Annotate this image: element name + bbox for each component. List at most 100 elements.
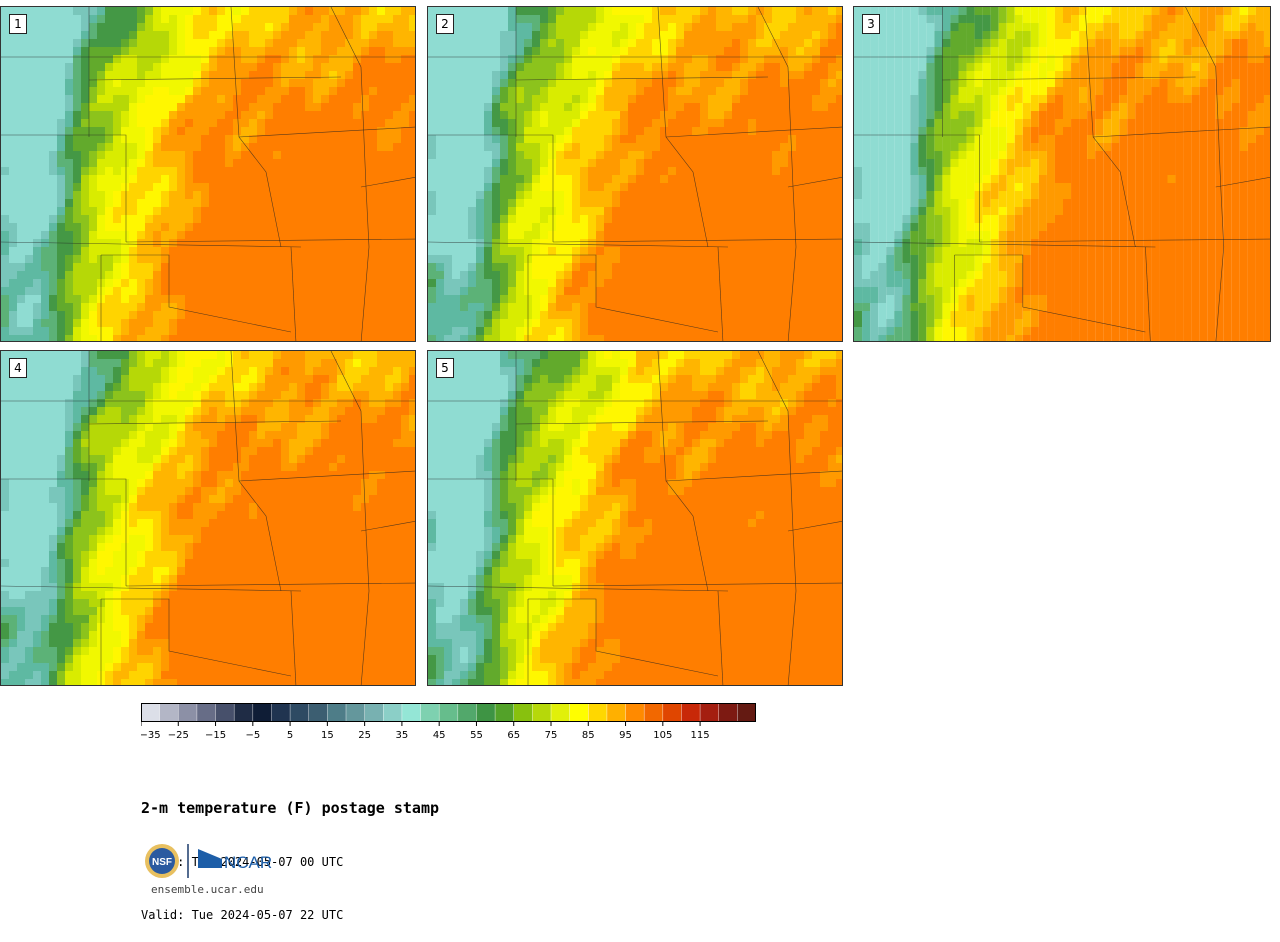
temperature-cell (580, 231, 588, 239)
temperature-cell (1208, 31, 1216, 39)
temperature-cell (468, 111, 476, 119)
temperature-cell (1151, 23, 1159, 31)
temperature-cell (313, 103, 321, 111)
temperature-cell (225, 111, 233, 119)
temperature-cell (660, 23, 668, 31)
temperature-cell (17, 279, 25, 287)
temperature-cell (393, 103, 401, 111)
temperature-cell (1, 15, 9, 23)
temperature-cell (508, 15, 516, 23)
temperature-cell (836, 247, 843, 255)
temperature-cell (297, 231, 305, 239)
temperature-cell (393, 287, 401, 295)
temperature-cell (161, 207, 169, 215)
temperature-cell (836, 159, 843, 167)
temperature-cell (265, 151, 273, 159)
temperature-cell (628, 327, 636, 335)
temperature-cell (636, 263, 644, 271)
temperature-cell (105, 55, 113, 63)
temperature-cell (1007, 39, 1015, 47)
temperature-cell (644, 279, 652, 287)
temperature-cell (991, 71, 999, 79)
temperature-cell (604, 7, 612, 15)
temperature-cell (444, 95, 452, 103)
temperature-cell (460, 39, 468, 47)
temperature-cell (444, 151, 452, 159)
temperature-cell (796, 103, 804, 111)
temperature-cell (121, 223, 129, 231)
temperature-cell (764, 199, 772, 207)
temperature-cell (9, 135, 17, 143)
temperature-cell (1111, 15, 1119, 23)
temperature-cell (257, 287, 265, 295)
temperature-cell (508, 55, 516, 63)
temperature-cell (1031, 79, 1039, 87)
temperature-cell (161, 111, 169, 119)
temperature-cell (620, 15, 628, 23)
temperature-cell (756, 47, 764, 55)
temperature-cell (596, 135, 604, 143)
temperature-cell (1248, 79, 1256, 87)
temperature-cell (428, 271, 436, 279)
temperature-cell (145, 95, 153, 103)
temperature-cell (201, 295, 209, 303)
temperature-cell (636, 23, 644, 31)
temperature-cell (193, 263, 201, 271)
temperature-cell (862, 79, 870, 87)
temperature-cell (468, 55, 476, 63)
temperature-cell (1119, 23, 1127, 31)
temperature-cell (377, 103, 385, 111)
temperature-cell (1031, 63, 1039, 71)
temperature-cell (772, 279, 780, 287)
temperature-cell (1240, 31, 1248, 39)
temperature-cell (740, 119, 748, 127)
temperature-cell (588, 319, 596, 327)
temperature-cell (684, 327, 692, 335)
temperature-cell (828, 103, 836, 111)
temperature-cell (804, 335, 812, 342)
temperature-cell (740, 279, 748, 287)
temperature-cell (281, 295, 289, 303)
temperature-cell (796, 95, 804, 103)
temperature-cell (225, 183, 233, 191)
temperature-cell (492, 63, 500, 71)
temperature-cell (177, 311, 185, 319)
temperature-cell (436, 159, 444, 167)
temperature-cell (708, 95, 716, 103)
temperature-cell (281, 7, 289, 15)
temperature-cell (257, 207, 265, 215)
temperature-cell (89, 223, 97, 231)
temperature-cell (353, 279, 361, 287)
temperature-cell (129, 231, 137, 239)
temperature-cell (516, 47, 524, 55)
temperature-cell (89, 263, 97, 271)
temperature-cell (918, 47, 926, 55)
temperature-cell (492, 303, 500, 311)
temperature-cell (564, 79, 572, 87)
temperature-cell (105, 167, 113, 175)
temperature-cell (1095, 39, 1103, 47)
temperature-cell (612, 183, 620, 191)
temperature-cell (9, 295, 17, 303)
temperature-cell (700, 335, 708, 342)
temperature-cell (257, 7, 265, 15)
temperature-cell (377, 87, 385, 95)
temperature-cell (1176, 31, 1184, 39)
temperature-cell (1, 319, 9, 327)
temperature-cell (209, 263, 217, 271)
temperature-cell (620, 167, 628, 175)
temperature-cell (249, 23, 257, 31)
temperature-cell (401, 231, 409, 239)
temperature-cell (1071, 63, 1079, 71)
temperature-cell (385, 279, 393, 287)
temperature-cell (950, 71, 958, 79)
temperature-cell (177, 231, 185, 239)
temperature-cell (740, 79, 748, 87)
temperature-cell (1, 135, 9, 143)
temperature-cell (17, 319, 25, 327)
temperature-cell (321, 287, 329, 295)
temperature-cell (113, 39, 121, 47)
temperature-cell (353, 135, 361, 143)
temperature-cell (81, 127, 89, 135)
temperature-cell (193, 119, 201, 127)
